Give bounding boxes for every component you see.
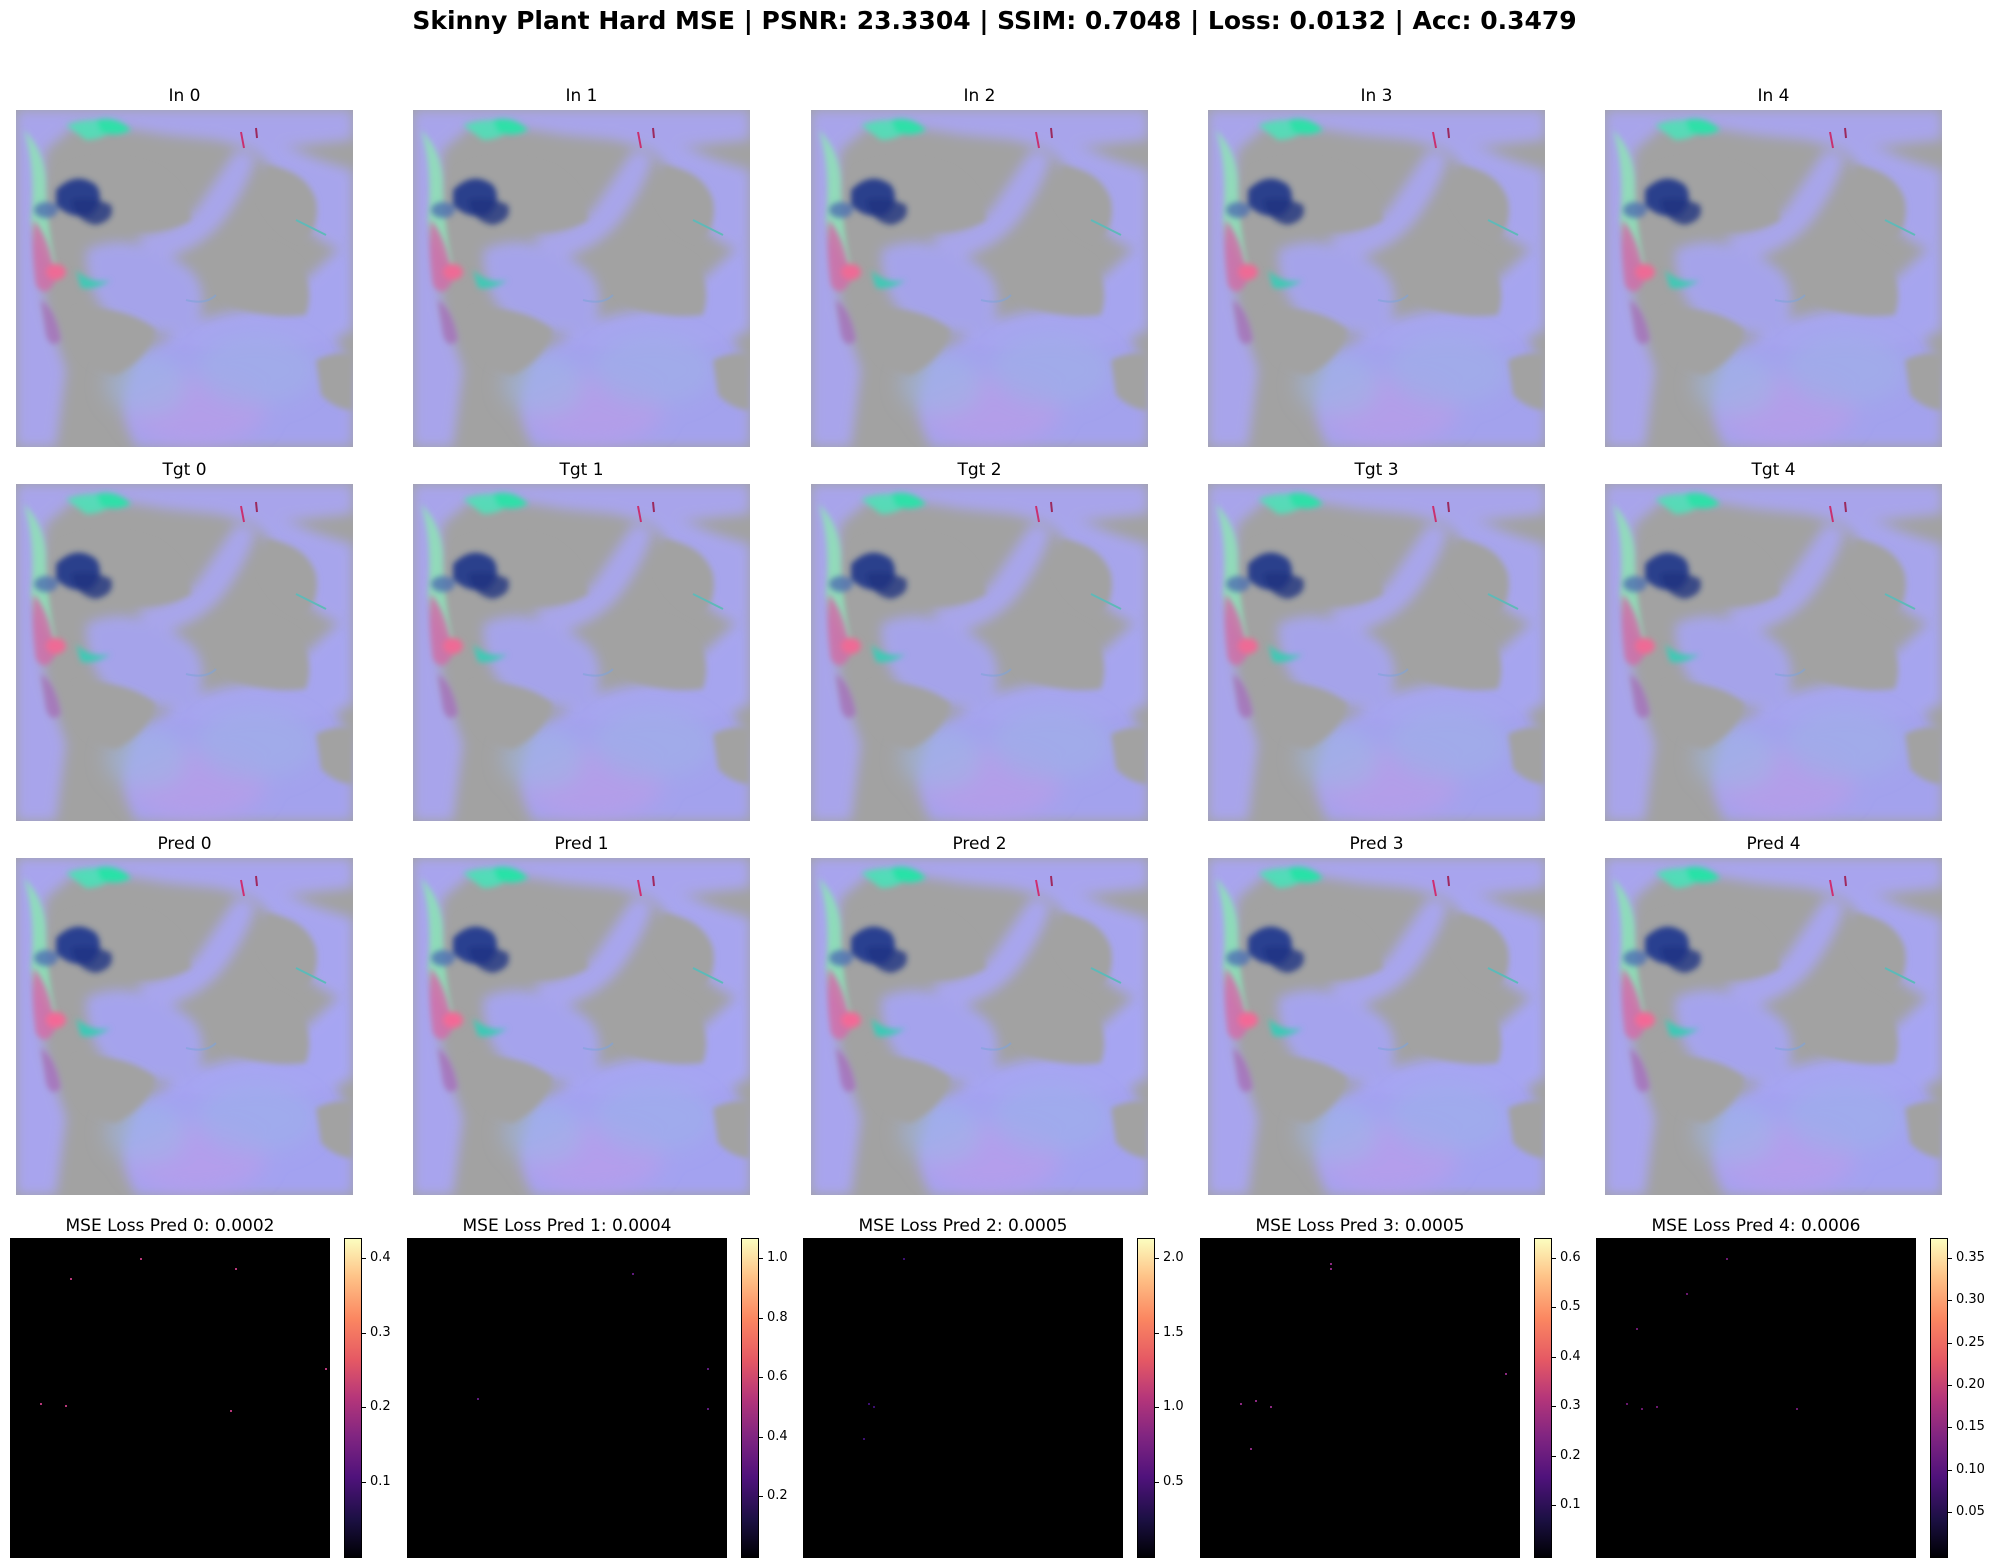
colorbar-tick-label: 0.30 xyxy=(1947,1292,1985,1307)
input-panel-title-4: In 4 xyxy=(1757,86,1790,106)
colorbar-tick-label: 0.25 xyxy=(1947,1335,1985,1350)
figure-title: Skinny Plant Hard MSE | PSNR: 23.3304 | … xyxy=(412,6,1577,35)
colorbar-tick-label: 0.6 xyxy=(1551,1250,1581,1265)
target-image-4 xyxy=(1605,484,1942,821)
input-image-0 xyxy=(16,110,353,447)
colorbar-tick-label: 0.10 xyxy=(1947,1462,1985,1477)
prediction-image-0 xyxy=(16,858,353,1195)
colorbar-0 xyxy=(344,1238,362,1558)
loss-heatmap-4 xyxy=(1596,1238,1916,1558)
target-panel-title-1: Tgt 1 xyxy=(559,460,604,480)
colorbar-tick-label: 0.05 xyxy=(1947,1504,1985,1519)
input-panel-title-1: In 1 xyxy=(565,86,598,106)
loss-panel-title-4: MSE Loss Pred 4: 0.0006 xyxy=(1651,1216,1861,1236)
input-image-4 xyxy=(1605,110,1942,447)
colorbar-tick-label: 0.4 xyxy=(758,1429,788,1444)
colorbar-tick-label: 0.1 xyxy=(361,1474,391,1489)
colorbar-tick-label: 0.15 xyxy=(1947,1419,1985,1434)
colorbar-tick-label: 0.2 xyxy=(1551,1448,1581,1463)
colorbar-tick-label: 0.35 xyxy=(1947,1250,1985,1265)
target-image-1 xyxy=(413,484,750,821)
colorbar-tick-label: 2.0 xyxy=(1154,1250,1184,1265)
target-image-3 xyxy=(1208,484,1545,821)
prediction-panel-title-2: Pred 2 xyxy=(952,834,1007,854)
colorbar-tick-label: 0.8 xyxy=(758,1310,788,1325)
colorbar-tick-label: 1.0 xyxy=(758,1250,788,1265)
loss-heatmap-3 xyxy=(1200,1238,1520,1558)
input-panel-title-2: In 2 xyxy=(963,86,996,106)
prediction-image-3 xyxy=(1208,858,1545,1195)
colorbar-2 xyxy=(1137,1238,1155,1558)
prediction-image-1 xyxy=(413,858,750,1195)
loss-panel-title-2: MSE Loss Pred 2: 0.0005 xyxy=(858,1216,1068,1236)
input-image-2 xyxy=(811,110,1148,447)
colorbar-tick-label: 1.0 xyxy=(1154,1399,1184,1414)
colorbar-1 xyxy=(741,1238,759,1558)
target-image-2 xyxy=(811,484,1148,821)
colorbar-4 xyxy=(1930,1238,1948,1558)
colorbar-tick-label: 0.3 xyxy=(361,1325,391,1340)
prediction-panel-title-4: Pred 4 xyxy=(1746,834,1801,854)
input-panel-title-0: In 0 xyxy=(168,86,201,106)
input-image-1 xyxy=(413,110,750,447)
target-panel-title-4: Tgt 4 xyxy=(1751,460,1796,480)
colorbar-tick-label: 0.5 xyxy=(1154,1474,1184,1489)
colorbar-tick-label: 0.3 xyxy=(1551,1398,1581,1413)
prediction-panel-title-0: Pred 0 xyxy=(157,834,212,854)
loss-panel-title-1: MSE Loss Pred 1: 0.0004 xyxy=(462,1216,672,1236)
colorbar-tick-label: 0.5 xyxy=(1551,1299,1581,1314)
target-panel-title-3: Tgt 3 xyxy=(1354,460,1399,480)
colorbar-tick-label: 0.4 xyxy=(361,1250,391,1265)
input-image-3 xyxy=(1208,110,1545,447)
loss-heatmap-0 xyxy=(10,1238,330,1558)
target-panel-title-2: Tgt 2 xyxy=(957,460,1002,480)
colorbar-tick-label: 0.2 xyxy=(361,1399,391,1414)
prediction-panel-title-3: Pred 3 xyxy=(1349,834,1404,854)
target-panel-title-0: Tgt 0 xyxy=(162,460,207,480)
colorbar-tick-label: 0.6 xyxy=(758,1369,788,1384)
prediction-image-4 xyxy=(1605,858,1942,1195)
loss-panel-title-3: MSE Loss Pred 3: 0.0005 xyxy=(1255,1216,1465,1236)
colorbar-tick-label: 0.4 xyxy=(1551,1349,1581,1364)
loss-heatmap-2 xyxy=(803,1238,1123,1558)
target-image-0 xyxy=(16,484,353,821)
colorbar-tick-label: 0.2 xyxy=(758,1488,788,1503)
colorbar-3 xyxy=(1534,1238,1552,1558)
loss-panel-title-0: MSE Loss Pred 0: 0.0002 xyxy=(65,1216,275,1236)
input-panel-title-3: In 3 xyxy=(1360,86,1393,106)
colorbar-tick-label: 0.20 xyxy=(1947,1377,1985,1392)
loss-heatmap-1 xyxy=(407,1238,727,1558)
prediction-panel-title-1: Pred 1 xyxy=(554,834,609,854)
colorbar-tick-label: 1.5 xyxy=(1154,1325,1184,1340)
colorbar-tick-label: 0.1 xyxy=(1551,1497,1581,1512)
prediction-image-2 xyxy=(811,858,1148,1195)
